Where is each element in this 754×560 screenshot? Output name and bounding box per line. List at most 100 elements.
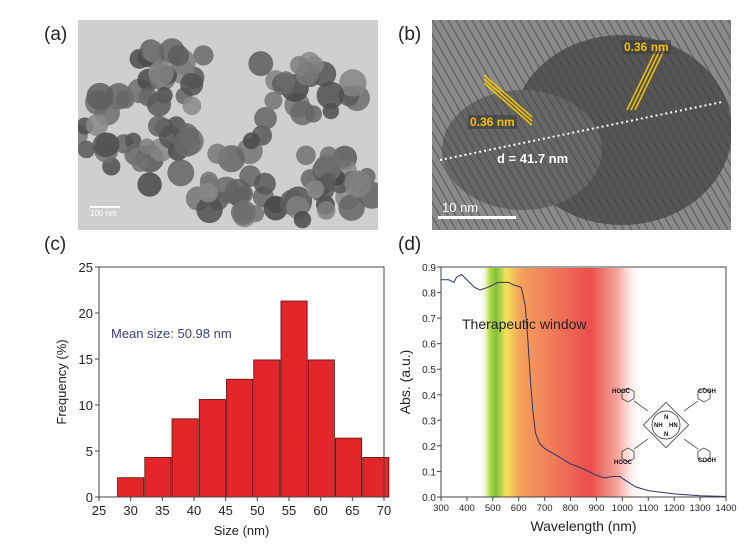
lattice-fringe: [432, 116, 497, 230]
nanoparticle: [182, 96, 202, 116]
x-tick-label: 600: [511, 503, 527, 514]
lattice-fringe: [543, 20, 665, 230]
scale-bar: [90, 206, 120, 208]
bar: [280, 300, 308, 498]
nanoparticle: [248, 51, 274, 77]
scale-bar-label: 10 nm: [442, 200, 479, 215]
nanoparticle: [306, 180, 325, 199]
nanoparticle: [338, 194, 365, 221]
y-tick-label: 0.3: [422, 416, 436, 427]
molecule-label: NH: [654, 423, 663, 429]
lattice-fringe: [631, 20, 731, 195]
plot-frame: [440, 266, 727, 498]
lattice-fringe: [432, 88, 513, 230]
panel-label-c: (c): [44, 234, 67, 255]
nanoparticle: [173, 130, 201, 157]
x-tick-label: 65: [345, 503, 359, 518]
y-tick-label: 0.8: [422, 289, 436, 300]
bar: [253, 359, 281, 498]
lattice-fringe: [487, 20, 609, 230]
x-tick-label: 55: [282, 503, 296, 518]
nanoparticle: [92, 132, 118, 158]
lattice-fringe: [655, 20, 731, 153]
phenyl-ring: [621, 387, 635, 403]
lattice-fringe: [463, 20, 585, 230]
x-tick-label: 400: [459, 503, 475, 514]
y-tick-label: 10: [79, 398, 93, 413]
nanoparticle: [254, 107, 277, 130]
lattice-fringe: [663, 20, 731, 139]
tem-image-a: 100 nm: [78, 20, 378, 230]
molecule-label: HN: [669, 423, 678, 429]
plot-frame: [98, 266, 385, 498]
nanoparticle: [146, 92, 172, 117]
y-tick-label: 15: [79, 352, 93, 367]
nanoparticle: [167, 44, 190, 67]
y-tick-label: 5: [86, 444, 93, 459]
nanoparticle: [224, 178, 252, 206]
molecule-label: HOOC: [614, 460, 633, 466]
x-axis-label: Wavelength (nm): [530, 518, 636, 534]
lattice-fringe: [527, 20, 649, 230]
nanoparticle: [230, 199, 256, 225]
bar: [362, 457, 390, 498]
x-tick-label: 45: [218, 503, 232, 518]
lattice-label-1: 0.36 nm: [622, 40, 671, 54]
y-tick-label: 0.9: [422, 263, 436, 274]
bar: [144, 457, 172, 498]
panel-label-a: (a): [44, 24, 68, 45]
nanoparticle: [339, 69, 367, 97]
scale-bar: [438, 216, 516, 219]
x-tick-label: 60: [313, 503, 327, 518]
lattice-fringe: [591, 20, 713, 230]
diameter-label: d = 41.7 nm: [497, 151, 569, 166]
bond: [683, 438, 699, 450]
lattice-fringe: [567, 20, 689, 230]
nanoparticle: [180, 72, 204, 96]
y-tick-label: 0.0: [422, 493, 436, 504]
x-tick-label: 50: [250, 503, 264, 518]
bond: [683, 400, 699, 412]
lattice-marker: [626, 47, 658, 111]
lattice-marker: [630, 47, 662, 111]
nanoparticle: [319, 172, 336, 189]
nanoparticle: [139, 138, 156, 155]
nanoparticle: [131, 154, 149, 172]
therapeutic-window-label: Therapeutic window: [462, 316, 587, 332]
x-axis-label: Size (nm): [214, 523, 270, 538]
y-axis-label: Frequency (%): [54, 339, 69, 424]
phenyl-ring: [621, 447, 635, 463]
nanoparticle: [304, 105, 322, 123]
y-tick-label: 20: [79, 306, 93, 321]
y-tick-label: 0: [86, 490, 93, 505]
nanoparticle: [78, 140, 96, 159]
nanoparticle: [148, 60, 174, 86]
lattice-fringe: [559, 20, 681, 230]
y-tick-label: 0.6: [422, 340, 436, 351]
nanoparticle: [276, 71, 296, 91]
x-tick-label: 700: [537, 503, 553, 514]
porphyrin-core: [642, 401, 690, 449]
bar: [226, 378, 254, 498]
nanoparticle: [167, 159, 195, 187]
molecule-label: COOH: [698, 458, 716, 464]
lattice-fringe: [583, 20, 705, 230]
y-tick-label: 0.4: [422, 391, 436, 402]
nanoparticle: [316, 81, 345, 110]
phenyl-ring: [697, 447, 711, 463]
x-tick-label: 25: [92, 503, 106, 518]
x-tick-label: 1400: [715, 503, 736, 514]
lattice-fringe: [432, 172, 465, 230]
bar: [171, 418, 199, 498]
porphyrin-structure: [621, 387, 711, 463]
lattice-fringe: [519, 20, 641, 230]
panel-label-d: (d): [398, 234, 422, 255]
scale-bar-label: 100 nm: [90, 209, 117, 218]
y-tick-label: 0.7: [422, 314, 436, 325]
molecule-label: HOOC: [612, 389, 631, 395]
lattice-fringe: [679, 20, 731, 111]
bar: [307, 359, 335, 498]
nanoparticle: [316, 201, 336, 220]
lattice-fringe: [695, 20, 731, 83]
